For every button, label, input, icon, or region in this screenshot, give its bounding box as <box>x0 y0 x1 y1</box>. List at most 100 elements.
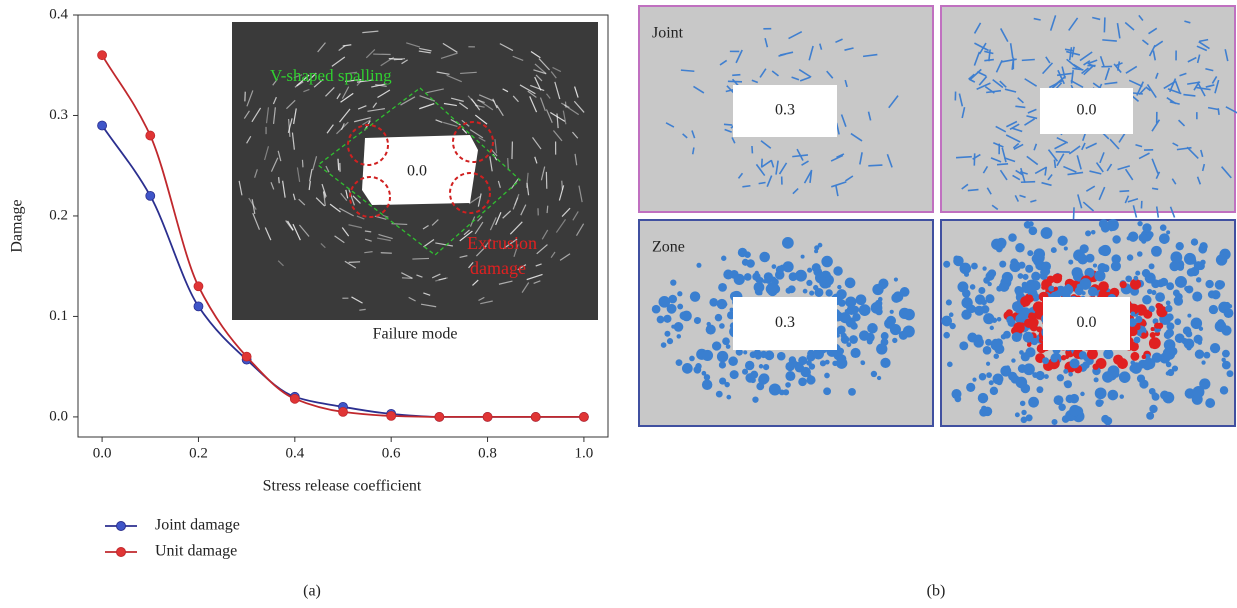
zone-damage <box>1031 272 1040 281</box>
caption: (a) <box>303 583 321 600</box>
zone-damage <box>759 252 770 263</box>
inset-center-label: 0.0 <box>407 163 427 180</box>
zone-damage <box>1193 386 1205 398</box>
zone-damage <box>1023 332 1034 343</box>
zone-damage <box>667 338 673 344</box>
crack <box>562 181 563 190</box>
zone-damage <box>986 362 990 366</box>
zone-damage <box>807 268 812 273</box>
zone-damage <box>719 361 726 368</box>
zone-damage <box>663 315 671 323</box>
zone-damage <box>899 308 910 319</box>
zone-damage <box>966 304 974 312</box>
zone-damage <box>1031 281 1041 291</box>
zone-damage <box>726 395 731 400</box>
zone-damage <box>1137 221 1142 226</box>
zone-damage <box>1154 323 1160 329</box>
excavation-label: 0.0 <box>1077 102 1097 119</box>
data-point <box>146 191 155 200</box>
zone-damage <box>990 387 998 395</box>
zone-damage <box>900 287 910 297</box>
zone-damage <box>759 364 763 368</box>
zone-damage <box>667 304 677 314</box>
zone-damage <box>849 335 858 344</box>
zone-damage <box>877 376 881 380</box>
zone-damage <box>806 280 812 286</box>
zone-damage <box>1174 318 1181 325</box>
zone-damage <box>1120 281 1127 288</box>
zone-damage <box>696 263 701 268</box>
zone-damage <box>1027 343 1031 347</box>
zone-damage <box>838 299 845 306</box>
zone-damage <box>837 348 844 355</box>
zone-damage <box>1011 375 1020 384</box>
zone-damage <box>1191 238 1198 245</box>
zone-damage <box>1001 334 1007 340</box>
zone-damage <box>1147 311 1152 316</box>
caption: (b) <box>927 583 946 600</box>
zone-damage <box>1146 412 1154 420</box>
zone-damage <box>1080 392 1085 397</box>
zone-damage <box>972 378 976 382</box>
zone-damage <box>1079 351 1087 359</box>
zone-damage <box>1041 261 1051 271</box>
zone-damage <box>837 285 841 289</box>
zone-damage <box>949 323 955 329</box>
zone-damage <box>878 297 883 302</box>
zone-damage <box>1020 401 1025 406</box>
legend-marker <box>117 522 126 531</box>
joint-crack <box>728 81 742 82</box>
zone-damage <box>983 277 990 284</box>
zone-damage <box>1205 280 1213 288</box>
zone-damage <box>1135 316 1142 323</box>
zone-damage <box>890 324 901 335</box>
zone-damage <box>959 341 968 350</box>
zone-damage <box>738 248 747 257</box>
zone-damage <box>1187 314 1191 318</box>
zone-damage <box>1137 251 1143 257</box>
zone-damage <box>723 270 733 280</box>
zone-damage <box>709 298 718 307</box>
zone-damage <box>1133 276 1138 281</box>
zone-damage <box>1098 281 1109 292</box>
y-axis-label: Damage <box>9 199 26 252</box>
zone-damage <box>785 382 791 388</box>
crack <box>391 224 407 225</box>
zone-damage <box>1063 369 1068 374</box>
zone-damage <box>1169 347 1178 356</box>
zone-damage <box>825 289 832 296</box>
x-axis-label: Stress release coefficient <box>263 478 422 495</box>
zone-damage <box>717 351 728 362</box>
zone-damage <box>758 375 768 385</box>
zone-damage <box>1019 350 1024 355</box>
zone-damage <box>1008 233 1016 241</box>
zone-damage <box>1149 263 1155 269</box>
zone-damage <box>1093 263 1097 267</box>
zone-damage <box>1166 362 1172 368</box>
zone-damage <box>755 271 759 275</box>
zone-damage <box>1061 355 1066 360</box>
zone-damage <box>814 288 823 297</box>
crack <box>338 159 339 171</box>
zone-damage <box>754 282 765 293</box>
zone-damage <box>677 304 683 310</box>
zone-damage <box>983 313 994 324</box>
zone-damage <box>1159 233 1170 244</box>
zone-damage <box>788 285 796 293</box>
legend-label: Joint damage <box>155 517 240 534</box>
zone-damage <box>848 388 856 396</box>
zone-damage <box>1139 379 1143 383</box>
zone-damage <box>717 299 727 309</box>
zone-damage <box>970 284 976 290</box>
zone-damage <box>689 356 695 362</box>
joint-crack <box>1119 191 1129 192</box>
zone-damage <box>841 333 847 339</box>
joint-crack <box>759 182 766 183</box>
data-point <box>98 51 107 60</box>
zone-damage <box>1111 261 1121 271</box>
zone-damage <box>1054 395 1064 405</box>
y-tick-label: 0.1 <box>49 308 68 324</box>
zone-damage <box>949 312 954 317</box>
joint-crack <box>742 186 750 187</box>
data-point <box>290 394 299 403</box>
